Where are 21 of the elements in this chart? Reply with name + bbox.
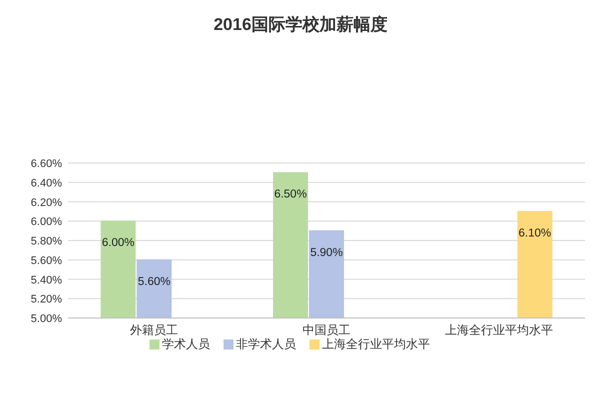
chart-title: 2016国际学校加薪幅度 <box>214 15 388 34</box>
y-tick-label: 6.20% <box>30 196 62 209</box>
legend-label: 学术人员 <box>162 337 210 351</box>
y-tick-label: 6.40% <box>30 177 62 190</box>
data-label: 6.10% <box>518 227 552 240</box>
legend-label: 非学术人员 <box>236 337 296 351</box>
y-tick-label: 6.60% <box>30 158 62 170</box>
data-label: 6.50% <box>274 188 307 201</box>
x-tick-label: 中国员工 <box>302 323 350 337</box>
y-tick-label: 5.40% <box>30 274 62 286</box>
data-label: 6.00% <box>102 237 134 250</box>
data-label: 5.60% <box>138 276 170 288</box>
x-tick-label: 外籍员工 <box>130 323 178 337</box>
data-label: 5.90% <box>310 246 343 259</box>
legend-label: 上海全行业平均水平 <box>322 337 430 351</box>
y-tick-label: 6.00% <box>30 216 62 228</box>
x-tick-label: 上海全行业平均水平 <box>444 323 553 337</box>
y-tick-label: 5.20% <box>30 294 62 306</box>
y-tick-label: 5.00% <box>30 313 62 325</box>
y-tick-label: 5.60% <box>30 254 62 267</box>
y-tick-label: 5.80% <box>30 236 62 248</box>
